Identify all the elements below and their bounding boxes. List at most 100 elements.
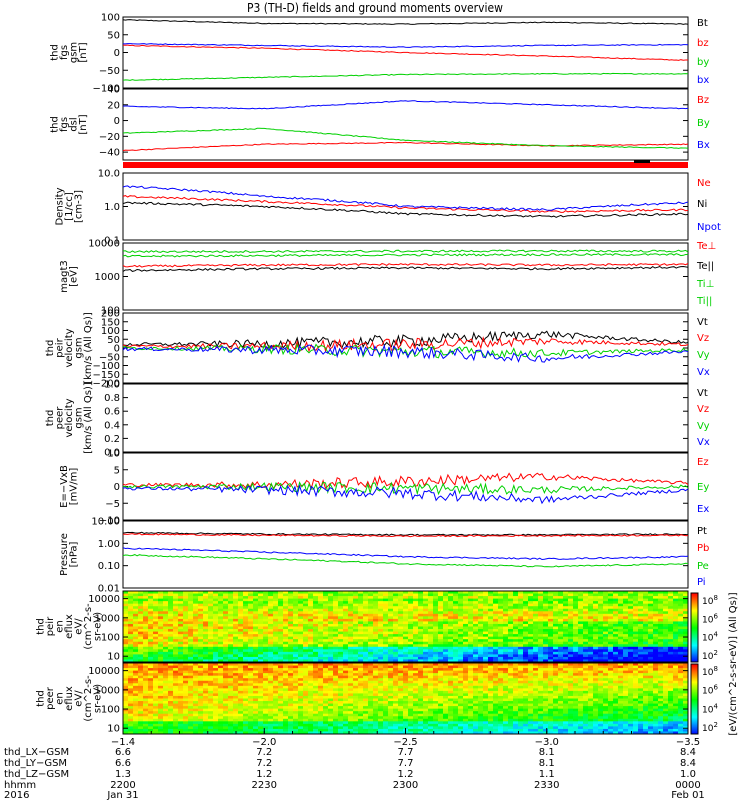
spectrogram-cell — [298, 731, 304, 735]
spectrogram-cell — [303, 728, 309, 732]
spectrogram-cell — [158, 698, 164, 702]
spectrogram-cell — [193, 656, 199, 660]
spectrogram-cell — [388, 675, 394, 679]
spectrogram-cell — [628, 631, 634, 635]
spectrogram-cell — [258, 616, 264, 620]
spectrogram-cell — [163, 728, 169, 732]
spectrogram-cell — [423, 631, 429, 635]
spectrogram-cell — [453, 601, 459, 605]
spectrogram-cell — [273, 673, 279, 677]
spectrogram-cell — [418, 636, 424, 640]
spectrogram-cell — [433, 636, 439, 640]
spectrogram-cell — [303, 593, 309, 597]
spectrogram-cell — [183, 591, 189, 594]
spectrogram-cell — [293, 618, 299, 622]
spectrogram-cell — [323, 629, 329, 632]
spectrogram-cell — [398, 690, 404, 694]
spectrogram-cell — [288, 654, 294, 658]
spectrogram-cell — [123, 663, 129, 666]
spectrogram-cell — [148, 636, 154, 640]
spectrogram-cell — [268, 613, 274, 617]
spectrogram-cell — [313, 670, 319, 674]
spectrogram-cell — [518, 593, 524, 597]
y-tick-label: 0.6 — [104, 407, 120, 418]
spectrogram-cell — [493, 641, 499, 645]
spectrogram-cell — [328, 646, 334, 650]
spectrogram-cell — [388, 611, 394, 615]
spectrogram-cell — [318, 665, 324, 669]
spectrogram-cell — [613, 601, 619, 605]
series-line-Ez — [122, 472, 689, 491]
spectrogram-cell — [388, 593, 394, 597]
spectrogram-cell — [198, 646, 204, 650]
spectrogram-cell — [618, 649, 624, 653]
spectrogram-cell — [633, 593, 639, 597]
spectrogram-cell — [363, 593, 369, 597]
spectrogram-cell — [403, 626, 409, 630]
spectrogram-cell — [468, 644, 474, 648]
spectrogram-cell — [593, 618, 599, 622]
spectrogram-cell — [573, 629, 579, 632]
spectrogram-cell — [378, 603, 384, 607]
spectrogram-cell — [323, 673, 329, 677]
spectrogram-cell — [333, 601, 339, 605]
spectrogram-cell — [198, 728, 204, 732]
spectrogram-cell — [498, 596, 504, 600]
spectrogram-cell — [463, 623, 469, 627]
spectrogram-cell — [283, 651, 289, 655]
spectrogram-cell — [603, 623, 609, 627]
spectrogram-cell — [388, 621, 394, 625]
spectrogram-cell — [183, 685, 189, 689]
spectrogram-cell — [368, 721, 374, 725]
spectrogram-cell — [313, 708, 319, 712]
spectrogram-cell — [168, 629, 174, 632]
spectrogram-cell — [303, 598, 309, 602]
spectrogram-cell — [428, 644, 434, 648]
spectrogram-cell — [273, 616, 279, 620]
spectrogram-cell — [423, 611, 429, 615]
panel-frame — [122, 312, 689, 384]
spectrogram-cell — [443, 596, 449, 600]
spectrogram-cell — [648, 598, 654, 602]
spectrogram-cell — [393, 651, 399, 655]
spectrogram-cell — [313, 649, 319, 653]
spectrogram-cell — [348, 695, 354, 699]
spectrogram-cell — [143, 606, 149, 610]
spectrogram-cell — [318, 673, 324, 677]
spectrogram-cell — [413, 629, 419, 632]
spectrogram-cell — [383, 706, 389, 710]
spectrogram-cell — [233, 675, 239, 679]
spectrogram-cell — [198, 721, 204, 725]
spectrogram-cell — [393, 685, 399, 689]
spectrogram-cell — [123, 731, 129, 735]
spectrogram-cell — [213, 690, 219, 694]
spectrogram-cell — [573, 623, 579, 627]
spectrogram-cell — [188, 731, 194, 735]
spectrogram-cell — [198, 713, 204, 717]
spectrogram-cell — [368, 728, 374, 732]
spectrogram-cell — [613, 644, 619, 648]
spectrogram-cell — [438, 656, 444, 660]
spectrogram-cell — [243, 629, 249, 632]
spectrogram-cell — [338, 728, 344, 732]
spectrogram-cell — [203, 665, 209, 669]
spectrogram-cell — [343, 688, 349, 692]
spectrogram-cell — [168, 651, 174, 655]
spectrogram-cell — [398, 731, 404, 735]
spectrogram-cell — [178, 670, 184, 674]
spectrogram-cell — [388, 591, 394, 594]
spectrogram-cell — [493, 626, 499, 630]
spectrogram-cell — [298, 675, 304, 679]
spectrogram-cell — [398, 711, 404, 715]
spectrogram-cell — [238, 603, 244, 607]
spectrogram-cell — [143, 621, 149, 625]
spectrogram-cell — [203, 688, 209, 692]
spectrogram-cell — [513, 601, 519, 605]
spectrogram-cell — [188, 601, 194, 605]
spectrogram-cell — [318, 706, 324, 710]
spectrogram-cell — [298, 703, 304, 707]
spectrogram-cell — [198, 608, 204, 612]
spectrogram-cell — [563, 649, 569, 653]
spectrogram-cell — [638, 651, 644, 655]
spectrogram-cell — [268, 711, 274, 715]
